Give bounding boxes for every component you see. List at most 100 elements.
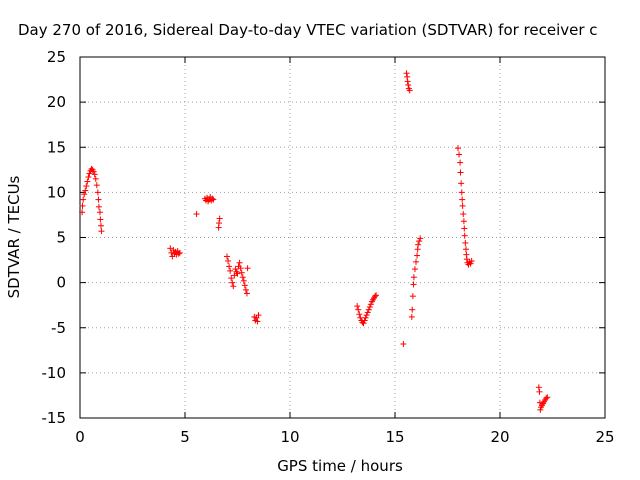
data-point [226,263,233,270]
plot-frame [79,56,606,419]
data-point [216,215,223,222]
data-point [95,203,102,210]
data-point [209,195,216,202]
data-point [234,270,241,277]
data-point [410,281,417,288]
x-tick-label: 20 [490,428,509,446]
data-point [238,269,245,276]
y-tick-label: -5 [51,319,66,337]
data-point [242,286,249,293]
data-point [79,209,86,216]
data-point [544,394,551,401]
data-point [363,312,370,319]
data-point [460,218,467,225]
data-point [239,274,246,281]
data-point [236,259,243,266]
chart-title: Day 270 of 2016, Sidereal Day-to-day VTE… [18,21,598,39]
data-point [237,265,244,272]
y-tick-label: 5 [56,229,66,247]
data-point [243,290,250,297]
data-point [459,196,466,203]
data-point [356,311,363,318]
data-point [84,178,91,185]
data-point [458,180,465,187]
data-point [167,245,174,252]
data-point [96,209,103,216]
data-point [406,87,413,94]
data-point [93,182,100,189]
data-point [366,303,373,310]
data-point [462,246,469,253]
x-tick-label: 15 [385,428,404,446]
data-point [85,174,92,181]
data-point [97,216,104,223]
data-point [230,283,237,290]
data-point [459,202,466,209]
data-point [254,318,261,325]
data-point [405,81,412,88]
data-point [95,196,102,203]
data-point [176,249,183,256]
data-point [241,282,248,289]
data-point [229,279,236,286]
data-point [404,78,411,85]
data-point [80,196,87,203]
data-point [92,175,99,182]
y-tick-label: -15 [42,409,67,427]
data-point [460,211,467,218]
data-point [468,257,475,264]
data-point [457,159,464,166]
x-tick-label: 5 [180,428,190,446]
x-axis-title: GPS time / hours [277,457,403,475]
data-point [456,151,463,158]
data-point [461,225,468,232]
data-point [415,241,422,248]
data-point [457,169,464,176]
data-point [91,171,98,178]
data-point [224,253,230,260]
y-tick-label: 15 [47,138,66,156]
data-point [240,277,247,284]
data-point [537,406,544,413]
data-point [361,317,368,324]
data-point [255,312,262,319]
data-point [98,222,104,229]
tick-labels: 0 5 10 15 20 25 -15 -10 -5 0 5 10 15 20 25 [42,48,615,446]
data-points [79,70,551,413]
y-tick-label: 0 [56,274,66,292]
data-point [535,384,542,391]
data-point [543,395,550,402]
data-point [90,168,97,175]
data-point [210,196,217,203]
data-point [355,306,362,313]
data-point [354,303,361,310]
data-point [216,220,223,227]
data-point [413,258,419,265]
data-point [232,266,239,273]
data-point [409,293,416,300]
grid [80,57,605,418]
data-point [364,309,371,316]
data-point [227,267,234,274]
data-point [536,388,543,395]
data-point [403,70,410,77]
data-point [416,238,423,245]
y-tick-label: 25 [47,48,66,66]
y-tick-label: 10 [47,183,66,201]
data-point [357,314,364,321]
axis-ticks [79,56,606,419]
x-tick-label: 25 [595,428,614,446]
data-point [244,265,251,272]
data-point [360,320,367,327]
data-point [86,170,93,177]
data-point [373,292,380,299]
data-point [362,314,369,321]
x-tick-label: 10 [280,428,299,446]
data-point [83,183,90,190]
y-tick-label: 20 [47,93,66,111]
data-point [467,260,474,267]
data-point [408,313,415,320]
data-point [225,257,232,264]
data-point [367,301,374,308]
